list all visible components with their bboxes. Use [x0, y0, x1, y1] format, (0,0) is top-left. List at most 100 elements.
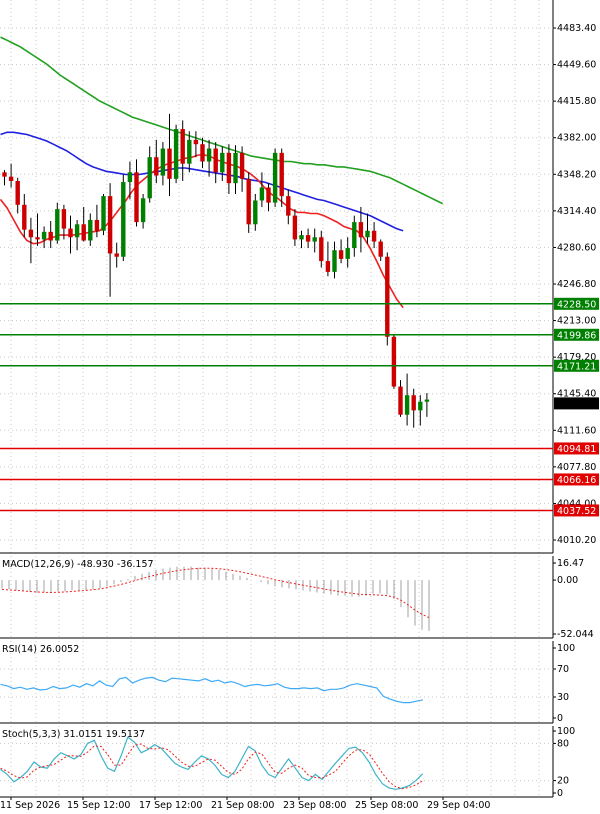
- price-tick-label: 4483.40: [557, 23, 596, 34]
- time-label: 29 Sep 04:00: [427, 800, 490, 811]
- candle-body: [359, 222, 363, 237]
- candle-body: [181, 129, 185, 164]
- candle-body: [227, 153, 231, 183]
- rsi-tick-label: 100: [557, 643, 575, 654]
- candle-body: [49, 232, 53, 241]
- candle-body: [306, 235, 310, 241]
- candle-body: [260, 187, 264, 200]
- candle-body: [9, 177, 13, 181]
- candle-body: [365, 231, 369, 237]
- candle-body: [141, 198, 145, 222]
- candle-body: [2, 172, 6, 176]
- candle-body: [187, 140, 191, 164]
- macd-tick-label: 16.47: [557, 558, 584, 569]
- candle-body: [412, 395, 416, 410]
- candle-body: [273, 153, 277, 203]
- candle-body: [253, 200, 257, 224]
- candle-body: [167, 149, 171, 179]
- time-label: 21 Sep 08:00: [211, 800, 274, 811]
- stoch-title: Stoch(5,3,3) 31.0151 19.5137: [2, 729, 145, 740]
- macd-title: MACD(12,26,9) -48.930 -36.157: [2, 559, 154, 570]
- price-tick-label: 4314.40: [557, 206, 596, 217]
- candle-body: [16, 181, 20, 205]
- candle-body: [108, 196, 112, 253]
- candle-body: [425, 400, 429, 402]
- candle-body: [346, 248, 350, 259]
- candle-body: [220, 153, 224, 172]
- level-tag: 4066.16: [554, 473, 599, 486]
- candle-body: [101, 196, 105, 231]
- candle-body: [392, 337, 396, 387]
- last-price-tag-label: 4136.46: [557, 399, 596, 410]
- candle-body: [82, 224, 86, 240]
- candle-body: [121, 182, 125, 257]
- price-tick-label: 4449.60: [557, 60, 596, 71]
- candle-body: [35, 237, 39, 239]
- candle-body: [115, 253, 119, 256]
- candle-body: [68, 229, 72, 238]
- candle-body: [128, 172, 132, 182]
- candle-body: [405, 395, 409, 414]
- candle-body: [240, 153, 244, 179]
- rsi-tick-label: 30: [557, 692, 569, 703]
- price-tick-label: 4010.20: [557, 535, 596, 546]
- price-tick-label: 4246.80: [557, 279, 596, 290]
- level-tag: 4037.52: [554, 504, 599, 516]
- rsi-tick-label: 0: [557, 713, 563, 724]
- level-tag: 4228.50: [554, 298, 599, 311]
- candle-body: [75, 224, 79, 237]
- price-tick-label: 4348.20: [557, 169, 596, 180]
- macd-tick-label: -52.044: [557, 629, 594, 640]
- time-label: 15 Sep 12:00: [67, 800, 130, 811]
- candle-body: [379, 242, 383, 257]
- candle-body: [194, 140, 198, 144]
- level-tag-label: 4228.50: [557, 299, 596, 310]
- candle-body: [200, 144, 204, 161]
- price-tick-label: 4213.00: [557, 316, 596, 327]
- time-label: 23 Sep 08:00: [283, 800, 346, 811]
- level-tag-label: 4066.16: [557, 475, 596, 486]
- time-label: 17 Sep 12:00: [139, 800, 202, 811]
- rsi-title: RSI(14) 26.0052: [2, 644, 79, 655]
- price-tick-label: 4280.60: [557, 242, 596, 253]
- stoch-tick-label: 20: [557, 776, 569, 787]
- price-tick-label: 4077.80: [557, 462, 596, 473]
- candle-body: [148, 157, 152, 198]
- candle-body: [95, 220, 99, 231]
- level-tag: 4171.21: [554, 360, 599, 373]
- macd-tick-label: 0.00: [557, 575, 578, 586]
- candle-body: [233, 153, 237, 183]
- candle-body: [161, 149, 165, 176]
- level-tag-label: 4037.52: [557, 506, 596, 517]
- level-tag: 4094.81: [554, 442, 599, 455]
- price-tick-label: 4111.60: [557, 425, 596, 436]
- time-axis: 11 Sep 2026 15 Sep 12:00 17 Sep 12:00 21…: [0, 797, 490, 811]
- candle-body: [22, 205, 26, 230]
- candle-body: [286, 196, 290, 215]
- candle-body: [247, 179, 251, 224]
- candle-body: [398, 387, 402, 415]
- time-label: 11 Sep 2026: [0, 800, 60, 811]
- candle-body: [29, 230, 33, 238]
- candle-body: [332, 250, 336, 272]
- level-tag-label: 4094.81: [557, 444, 596, 455]
- candle-body: [207, 149, 211, 162]
- candle-body: [280, 153, 284, 196]
- candle-body: [372, 231, 376, 242]
- candle-body: [62, 209, 66, 228]
- candle-body: [174, 129, 178, 179]
- candle-body: [352, 222, 356, 248]
- stoch-tick-label: 80: [557, 738, 569, 749]
- candle-body: [319, 237, 323, 261]
- candle-body: [418, 402, 422, 411]
- stoch-tick-label: 0: [557, 788, 563, 799]
- candle-body: [55, 209, 59, 240]
- candle-body: [88, 220, 92, 241]
- candle-body: [214, 149, 218, 173]
- level-tag-label: 4171.21: [557, 361, 596, 372]
- rsi-tick-label: 70: [557, 664, 569, 675]
- candle-body: [266, 187, 270, 202]
- time-label: 25 Sep 08:00: [355, 800, 418, 811]
- candle-body: [313, 237, 317, 241]
